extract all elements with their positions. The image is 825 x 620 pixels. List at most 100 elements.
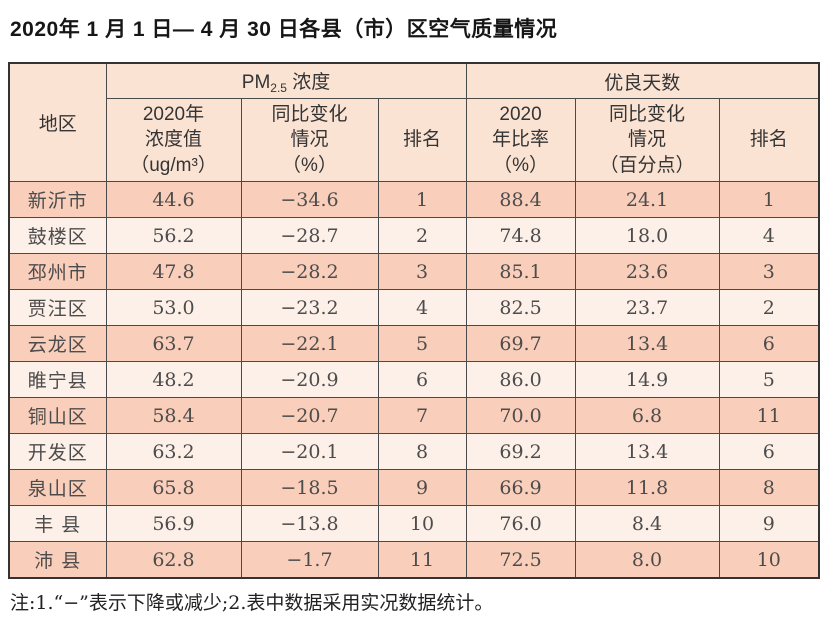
pm-value-cell: 63.2 bbox=[105, 433, 242, 470]
good-ratio-cell: 70.0 bbox=[465, 397, 576, 434]
table-footnote: 注:1.“−”表示下降或减少;2.表中数据采用实况数据统计。 bbox=[10, 592, 494, 614]
good-rank-cell: 3 bbox=[718, 253, 820, 290]
region-cell: 丰 县 bbox=[8, 505, 107, 542]
good-rank-cell: 6 bbox=[718, 325, 820, 362]
pm-change-cell: −20.9 bbox=[240, 361, 379, 398]
region-cell: 睢宁县 bbox=[8, 361, 107, 398]
pm-change-cell: −34.6 bbox=[240, 181, 379, 218]
pm25-suffix: 浓度 bbox=[286, 72, 331, 93]
good-ratio-cell: 86.0 bbox=[465, 361, 576, 398]
pm-change-cell: −28.7 bbox=[240, 217, 379, 254]
good-rank-cell: 2 bbox=[718, 289, 820, 326]
region-cell: 贾汪区 bbox=[8, 289, 107, 326]
pm-value-cell: 56.2 bbox=[105, 217, 242, 254]
good-ratio-cell: 69.7 bbox=[465, 325, 576, 362]
good-change-cell: 8.0 bbox=[574, 541, 720, 579]
good-rank-cell: 11 bbox=[718, 397, 820, 434]
good-ratio-cell: 82.5 bbox=[465, 289, 576, 326]
pm-change-cell: −1.7 bbox=[240, 541, 379, 579]
good-change-cell: 11.8 bbox=[574, 469, 720, 506]
good-change-cell: 23.7 bbox=[574, 289, 720, 326]
header-group-pm25: PM2.5 浓度 bbox=[105, 62, 467, 99]
good-ratio-cell: 69.2 bbox=[465, 433, 576, 470]
good-change-cell: 8.4 bbox=[574, 505, 720, 542]
good-change-cell: 13.4 bbox=[574, 325, 720, 362]
pm-rank-cell: 1 bbox=[377, 181, 467, 218]
header-pm-value: 2020年 浓度值 （ug/m³） bbox=[105, 98, 242, 182]
region-cell: 泉山区 bbox=[8, 469, 107, 506]
table-row: 邳州市 47.8 −28.2 3 85.1 23.6 3 bbox=[8, 253, 820, 290]
pm-value-cell: 56.9 bbox=[105, 505, 242, 542]
good-change-cell: 13.4 bbox=[574, 433, 720, 470]
pm-rank-cell: 6 bbox=[377, 361, 467, 398]
good-change-cell: 23.6 bbox=[574, 253, 720, 290]
table-row: 鼓楼区 56.2 −28.7 2 74.8 18.0 4 bbox=[8, 217, 820, 254]
good-ratio-cell: 66.9 bbox=[465, 469, 576, 506]
region-cell: 鼓楼区 bbox=[8, 217, 107, 254]
header-good-ratio: 2020 年比率 （%） bbox=[465, 98, 576, 182]
header-good-rank: 排名 bbox=[718, 98, 820, 182]
page-title: 2020年 1 月 1 日— 4 月 30 日各县（市）区空气质量情况 bbox=[10, 18, 558, 41]
good-ratio-cell: 88.4 bbox=[465, 181, 576, 218]
good-rank-cell: 6 bbox=[718, 433, 820, 470]
good-ratio-cell: 74.8 bbox=[465, 217, 576, 254]
header-good-change: 同比变化 情况 （百分点） bbox=[574, 98, 720, 182]
good-change-cell: 24.1 bbox=[574, 181, 720, 218]
table-row: 睢宁县 48.2 −20.9 6 86.0 14.9 5 bbox=[8, 361, 820, 398]
good-ratio-cell: 76.0 bbox=[465, 505, 576, 542]
good-ratio-cell: 72.5 bbox=[465, 541, 576, 579]
header-region: 地区 bbox=[8, 62, 107, 182]
pm-value-cell: 48.2 bbox=[105, 361, 242, 398]
table-row: 新沂市 44.6 −34.6 1 88.4 24.1 1 bbox=[8, 181, 820, 218]
pm-rank-cell: 10 bbox=[377, 505, 467, 542]
good-ratio-cell: 85.1 bbox=[465, 253, 576, 290]
good-change-cell: 14.9 bbox=[574, 361, 720, 398]
region-cell: 铜山区 bbox=[8, 397, 107, 434]
pm-change-cell: −20.1 bbox=[240, 433, 379, 470]
pm-rank-cell: 3 bbox=[377, 253, 467, 290]
pm-rank-cell: 9 bbox=[377, 469, 467, 506]
header-group-row: 地区 PM2.5 浓度 优良天数 bbox=[8, 62, 820, 182]
table-row: 云龙区 63.7 −22.1 5 69.7 13.4 6 bbox=[8, 325, 820, 362]
region-cell: 沛 县 bbox=[8, 541, 107, 579]
table-row: 贾汪区 53.0 −23.2 4 82.5 23.7 2 bbox=[8, 289, 820, 326]
header-pm-rank: 排名 bbox=[377, 98, 467, 182]
region-cell: 邳州市 bbox=[8, 253, 107, 290]
good-change-cell: 18.0 bbox=[574, 217, 720, 254]
pm-value-cell: 44.6 bbox=[105, 181, 242, 218]
good-rank-cell: 9 bbox=[718, 505, 820, 542]
pm-rank-cell: 8 bbox=[377, 433, 467, 470]
pm-change-cell: −23.2 bbox=[240, 289, 379, 326]
region-cell: 新沂市 bbox=[8, 181, 107, 218]
pm-change-cell: −28.2 bbox=[240, 253, 379, 290]
good-change-cell: 6.8 bbox=[574, 397, 720, 434]
pm-change-cell: −18.5 bbox=[240, 469, 379, 506]
pm-value-cell: 62.8 bbox=[105, 541, 242, 579]
pm-rank-cell: 7 bbox=[377, 397, 467, 434]
pm-value-cell: 47.8 bbox=[105, 253, 242, 290]
pm-value-cell: 58.4 bbox=[105, 397, 242, 434]
pm-change-cell: −13.8 bbox=[240, 505, 379, 542]
pm-change-cell: −20.7 bbox=[240, 397, 379, 434]
good-rank-cell: 1 bbox=[718, 181, 820, 218]
air-quality-table: 地区 PM2.5 浓度 优良天数 2020年 浓度值 （ug/m³） 同比变化 … bbox=[8, 62, 821, 579]
pm25-prefix: PM bbox=[241, 72, 271, 93]
pm-value-cell: 53.0 bbox=[105, 289, 242, 326]
pm-value-cell: 65.8 bbox=[105, 469, 242, 506]
pm-rank-cell: 11 bbox=[377, 541, 467, 579]
table-row: 沛 县 62.8 −1.7 11 72.5 8.0 10 bbox=[8, 541, 820, 579]
good-rank-cell: 10 bbox=[718, 541, 820, 579]
table-row: 泉山区 65.8 −18.5 9 66.9 11.8 8 bbox=[8, 469, 820, 506]
header-sub-row: 2020年 浓度值 （ug/m³） 同比变化 情况 （%） 排名 2020 年比… bbox=[9, 98, 820, 182]
pm-rank-cell: 4 bbox=[377, 289, 467, 326]
pm25-subscript: 2.5 bbox=[270, 81, 287, 95]
pm-rank-cell: 5 bbox=[377, 325, 467, 362]
good-rank-cell: 4 bbox=[718, 217, 820, 254]
good-rank-cell: 8 bbox=[718, 469, 820, 506]
header-pm-change: 同比变化 情况 （%） bbox=[240, 98, 379, 182]
region-cell: 开发区 bbox=[8, 433, 107, 470]
pm-rank-cell: 2 bbox=[377, 217, 467, 254]
pm-change-cell: −22.1 bbox=[240, 325, 379, 362]
region-cell: 云龙区 bbox=[8, 325, 107, 362]
